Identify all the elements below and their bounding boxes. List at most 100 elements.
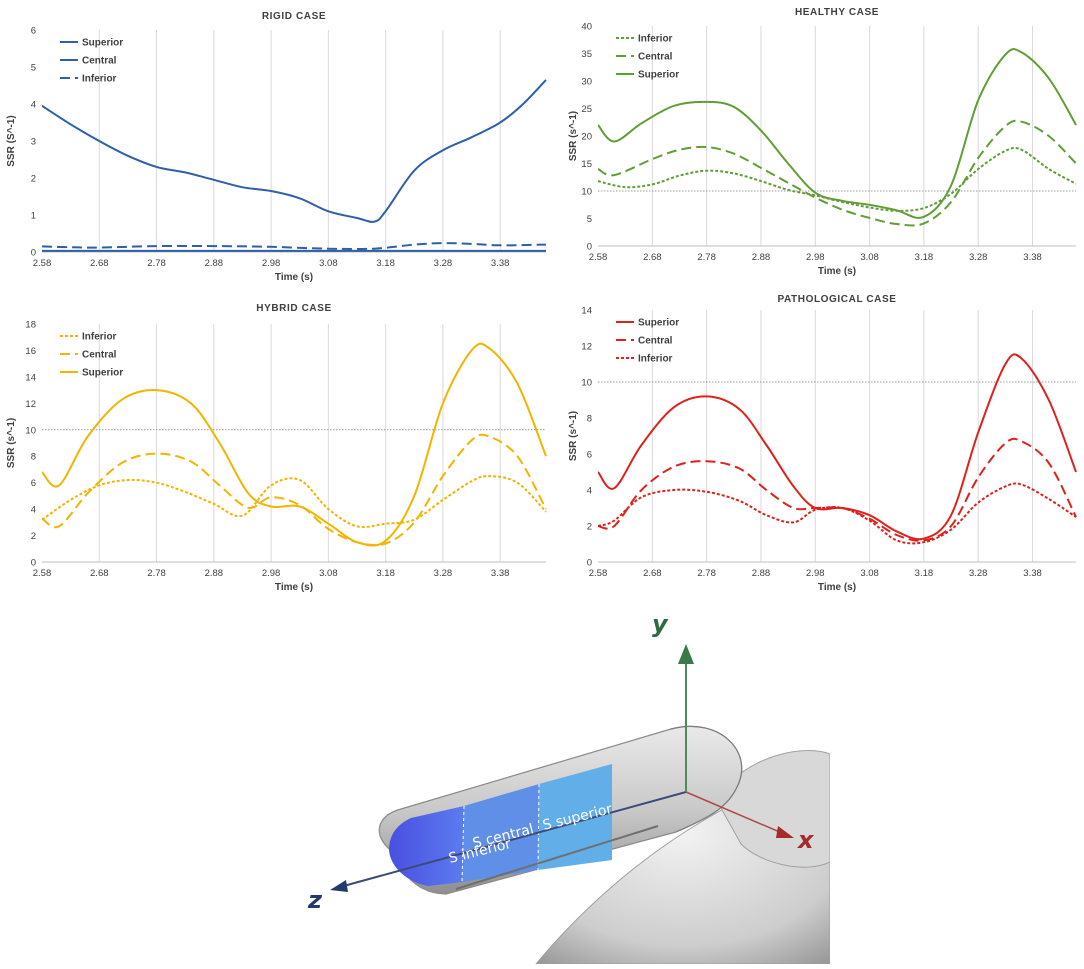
vessel-bulge bbox=[715, 749, 830, 868]
y-tick-label: 3 bbox=[31, 137, 36, 148]
x-tick-label: 2.88 bbox=[752, 252, 771, 263]
y-axis-label: SSR (s^-1) bbox=[568, 111, 579, 161]
y-tick-label: 1 bbox=[31, 211, 36, 222]
y-tick-label: 12 bbox=[581, 342, 592, 353]
y-tick-label: 18 bbox=[25, 320, 36, 331]
segment-s-central bbox=[462, 784, 539, 882]
chart-svg: HYBRID CASE 0 2 4 6 8 10 12 14 16 18 2.58 2.68 2.78 2.… bbox=[6, 303, 547, 593]
y-tick-label: 16 bbox=[25, 346, 36, 357]
x-tick-label: 3.28 bbox=[969, 568, 988, 579]
x-axis-label: Time (s) bbox=[818, 582, 856, 593]
chart-title: PATHOLOGICAL CASE bbox=[777, 294, 896, 305]
y-tick-label: 5 bbox=[31, 63, 36, 74]
x-tick-label: 3.08 bbox=[319, 258, 338, 269]
x-tick-label: 2.88 bbox=[205, 568, 224, 579]
x-tick-label: 3.08 bbox=[319, 568, 338, 579]
series-line-central bbox=[42, 433, 547, 547]
legend-entry: Central bbox=[638, 336, 673, 347]
y-axis-label: SSR (s^-1) bbox=[568, 411, 579, 461]
x-tick-label: 3.18 bbox=[915, 568, 934, 579]
series-line-superior bbox=[598, 48, 1077, 219]
x-tick-label: 2.58 bbox=[33, 258, 52, 269]
series-line-inferior bbox=[42, 242, 547, 251]
x-tick-label: 3.38 bbox=[1023, 568, 1042, 579]
y-tick-label: 14 bbox=[581, 306, 592, 317]
y-tick-label: 0 bbox=[31, 248, 36, 259]
chart-title: HYBRID CASE bbox=[256, 303, 332, 314]
x-tick-label: 3.18 bbox=[915, 252, 934, 263]
y-tick-label: 4 bbox=[31, 100, 36, 111]
legend-entry: Superior bbox=[638, 70, 679, 81]
x-tick-label: 2.78 bbox=[147, 258, 166, 269]
chart-healthy-case: HEALTHY CASE 0 5 10 15 20 25 30 35 40 2.58 2.68 2.78… bbox=[548, 0, 1084, 288]
series-line-central bbox=[598, 119, 1077, 227]
chart-svg: PATHOLOGICAL CASE 0 2 4 6 8 10 12 14 2.58 2.68 2.78… bbox=[568, 294, 1077, 593]
series-line-inferior bbox=[598, 482, 1077, 545]
legend-entry: Inferior bbox=[638, 354, 673, 365]
x-tick-label: 2.78 bbox=[697, 252, 716, 263]
x-tick-label: 2.78 bbox=[147, 568, 166, 579]
x-tick-label: 3.08 bbox=[860, 568, 879, 579]
x-tick-label: 2.58 bbox=[589, 568, 608, 579]
y-tick-label: 25 bbox=[581, 104, 592, 115]
y-tick-label: 2 bbox=[587, 522, 592, 533]
y-tick-label: 0 bbox=[587, 558, 592, 569]
z-axis-label: z bbox=[307, 886, 323, 914]
x-axis-label: Time (s) bbox=[275, 272, 313, 283]
x-tick-label: 2.98 bbox=[806, 252, 825, 263]
x-tick-label: 2.68 bbox=[90, 568, 109, 579]
x-tick-label: 2.98 bbox=[806, 568, 825, 579]
x-tick-label: 3.38 bbox=[491, 568, 510, 579]
chart-svg: RIGID CASE 0 1 2 3 4 5 6 2.58 2.68 2.78 2.88 2.98 3.0… bbox=[6, 11, 547, 283]
y-axis-arrowhead bbox=[678, 644, 694, 664]
x-tick-label: 2.98 bbox=[262, 258, 281, 269]
y-tick-label: 2 bbox=[31, 174, 36, 185]
y-tick-label: 4 bbox=[31, 505, 36, 516]
y-tick-label: 10 bbox=[581, 378, 592, 389]
y-axis-label: SSR (s^-1) bbox=[6, 418, 17, 468]
y-tick-label: 2 bbox=[31, 531, 36, 542]
legend-entry: Central bbox=[82, 350, 117, 361]
x-tick-label: 3.18 bbox=[376, 568, 395, 579]
segment-s-superior bbox=[538, 764, 612, 870]
x-tick-label: 2.78 bbox=[697, 568, 716, 579]
chart-title: HEALTHY CASE bbox=[795, 7, 879, 18]
y-tick-label: 0 bbox=[587, 242, 592, 253]
series-line-superior bbox=[42, 342, 547, 547]
x-tick-label: 2.88 bbox=[752, 568, 771, 579]
x-tick-label: 2.88 bbox=[205, 258, 224, 269]
y-tick-label: 10 bbox=[25, 425, 36, 436]
x-tick-label: 3.28 bbox=[434, 568, 453, 579]
vessel-geometry-illustration: S inferior S central S superior y x z bbox=[307, 610, 830, 964]
z-axis-arrowhead bbox=[330, 880, 348, 892]
chart-hybrid-case: HYBRID CASE 0 2 4 6 8 10 12 14 16 18 2.58 2.68 2.78 2.… bbox=[0, 288, 548, 598]
y-tick-label: 8 bbox=[31, 452, 36, 463]
x-tick-label: 3.38 bbox=[491, 258, 510, 269]
x-tick-label: 2.58 bbox=[33, 568, 52, 579]
x-tick-label: 3.28 bbox=[969, 252, 988, 263]
y-tick-label: 12 bbox=[25, 399, 36, 410]
chart-rigid-case: RIGID CASE 0 1 2 3 4 5 6 2.58 2.68 2.78 2.88 2.98 3.0… bbox=[0, 0, 548, 288]
x-tick-label: 3.08 bbox=[860, 252, 879, 263]
legend-entry: Superior bbox=[82, 368, 123, 379]
y-axis-label: y bbox=[652, 610, 669, 638]
y-tick-label: 20 bbox=[581, 132, 592, 143]
legend-entry: Inferior bbox=[82, 74, 117, 85]
y-axis-label: SSR (S^-1) bbox=[6, 115, 17, 166]
x-tick-label: 2.68 bbox=[90, 258, 109, 269]
y-tick-label: 35 bbox=[581, 49, 592, 60]
y-tick-label: 8 bbox=[587, 414, 592, 425]
y-tick-label: 0 bbox=[31, 558, 36, 569]
legend-entry: Central bbox=[82, 56, 117, 67]
x-axis-line bbox=[685, 791, 783, 834]
chart-pathological-case: PATHOLOGICAL CASE 0 2 4 6 8 10 12 14 2.58 2.68 2.78… bbox=[548, 288, 1084, 598]
y-tick-label: 30 bbox=[581, 77, 592, 88]
legend-entry: Superior bbox=[638, 318, 679, 329]
z-axis-line bbox=[339, 791, 687, 888]
x-tick-label: 3.18 bbox=[376, 258, 395, 269]
chart-title: RIGID CASE bbox=[262, 11, 326, 22]
y-tick-label: 4 bbox=[587, 486, 592, 497]
legend-entry: Inferior bbox=[82, 332, 117, 343]
y-tick-label: 14 bbox=[25, 372, 36, 383]
chart-svg: HEALTHY CASE 0 5 10 15 20 25 30 35 40 2.58 2.68 2.78… bbox=[568, 7, 1077, 277]
